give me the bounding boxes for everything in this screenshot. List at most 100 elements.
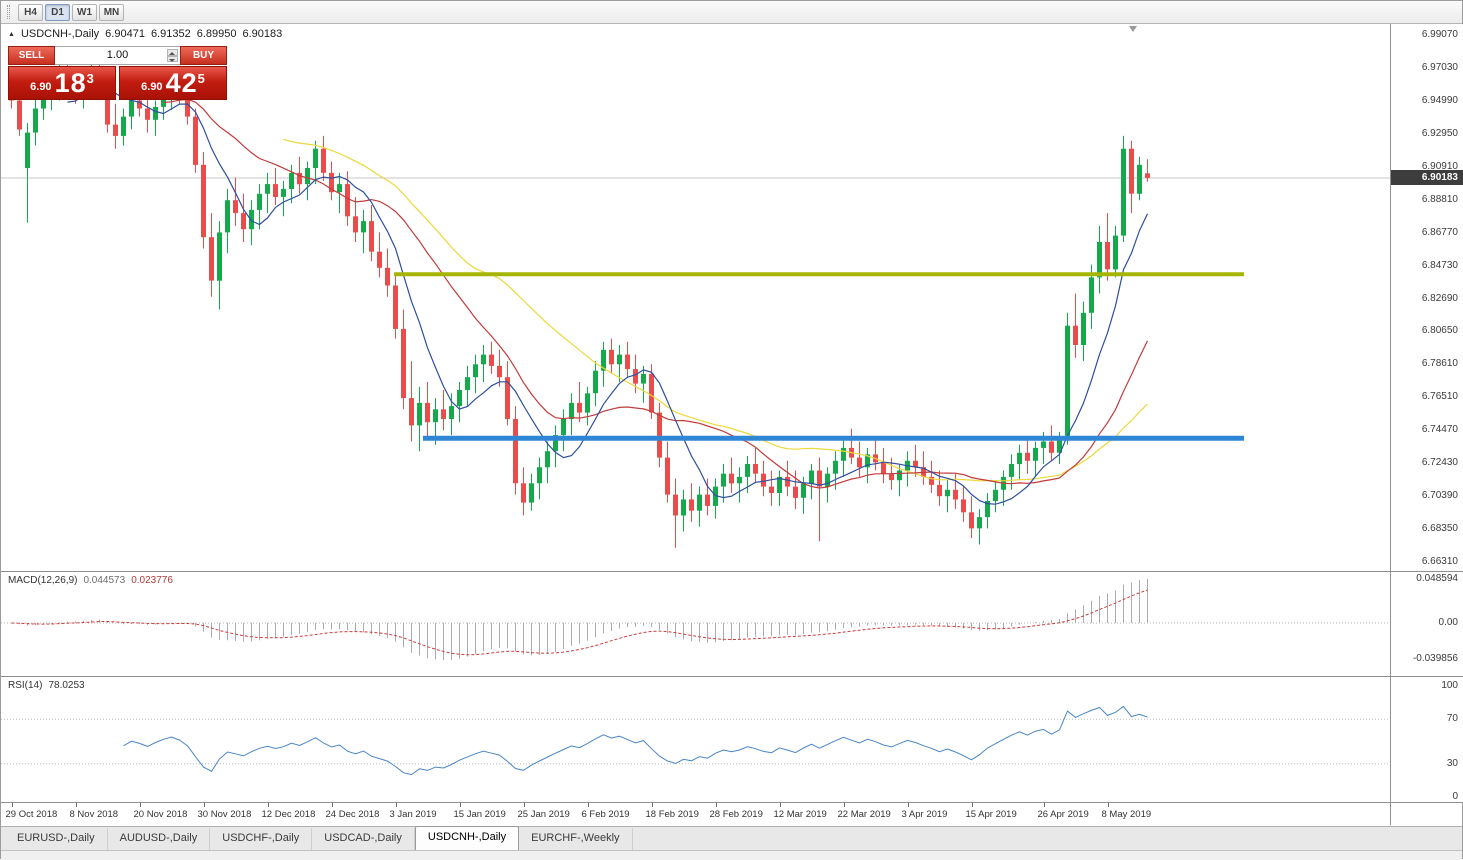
rsi-value: 78.0253: [48, 680, 85, 691]
sell-price-button[interactable]: 6.90 18 3: [8, 66, 116, 100]
sell-button[interactable]: SELL: [8, 46, 55, 65]
one-click-trading-panel: SELL 1.00 BUY 6.90 18 3 6.90 42 5: [8, 46, 227, 100]
rsi-indicator-pane[interactable]: RSI(14) 78.0253: [1, 677, 1390, 802]
rsi-axis-label: 100: [1441, 680, 1458, 691]
buy-price-big: 42: [165, 68, 198, 98]
price-axis-label: 6.72430: [1421, 457, 1458, 469]
timeframe-button-w1[interactable]: W1: [72, 3, 97, 21]
status-bar: [1, 850, 1462, 860]
date-tick: [11, 803, 13, 807]
date-axis-label: 3 Apr 2019: [901, 809, 948, 820]
date-tick: [139, 803, 141, 807]
date-tick: [267, 803, 269, 807]
date-tick: [523, 803, 525, 807]
rsi-axis-label: 70: [1446, 713, 1458, 725]
buy-price-base: 6.90: [141, 81, 163, 93]
buy-button[interactable]: BUY: [180, 46, 227, 65]
price-axis-label: 6.84730: [1421, 259, 1458, 271]
rsi-chart[interactable]: [1, 677, 1390, 802]
date-tick: [715, 803, 717, 807]
chart-tab-usdchf[interactable]: USDCHF-,Daily: [210, 828, 313, 850]
timeframe-toolbar: H4 D1 W1 MN: [1, 1, 1462, 24]
chart-marker-icon: ▲: [8, 30, 15, 38]
timeframe-button-mn[interactable]: MN: [99, 3, 124, 21]
chart-close-value: 6.90183: [242, 28, 283, 40]
date-axis-label: 20 Nov 2018: [133, 809, 188, 820]
date-tick: [75, 803, 77, 807]
rsi-axis-label: 0: [1452, 791, 1458, 802]
volume-field[interactable]: 1.00: [55, 46, 180, 65]
date-axis-label: 18 Feb 2019: [645, 809, 699, 820]
chart-tab-eurchf[interactable]: EURCHF-,Weekly: [519, 828, 633, 850]
date-axis-label: 8 May 2019: [1101, 809, 1152, 820]
pane-separator[interactable]: [1, 571, 1462, 572]
macd-chart[interactable]: [1, 572, 1390, 676]
macd-axis[interactable]: 0.048594 0.00 -0.039856: [1391, 572, 1463, 676]
price-axis-label: 6.86770: [1421, 226, 1458, 238]
date-tick: [395, 803, 397, 807]
chart-shift-marker-icon[interactable]: [1129, 26, 1137, 32]
sell-price-sup: 3: [86, 71, 94, 86]
timeframe-button-h4[interactable]: H4: [18, 3, 43, 21]
date-axis-label: 25 Jan 2019: [517, 809, 570, 820]
date-tick: [1107, 803, 1109, 807]
volume-spinner[interactable]: [167, 49, 178, 62]
rsi-axis[interactable]: 100 70 30 0: [1391, 677, 1463, 802]
rsi-pane-label: RSI(14) 78.0253: [8, 680, 85, 691]
date-axis-label: 26 Apr 2019: [1037, 809, 1089, 820]
price-axis-label: 6.66310: [1421, 556, 1458, 567]
date-axis-label: 12 Mar 2019: [773, 809, 827, 820]
rsi-label: RSI(14): [8, 680, 43, 691]
buy-price-sup: 5: [197, 71, 205, 86]
chart-title: ▲ USDCNH-,Daily 6.90471 6.91352 6.89950 …: [8, 28, 282, 40]
date-tick: [1043, 803, 1045, 807]
date-axis-label: 30 Nov 2018: [197, 809, 252, 820]
pane-separator[interactable]: [1, 676, 1462, 677]
macd-signal-value: 0.023776: [131, 575, 173, 586]
price-axis-label: 6.88810: [1421, 193, 1458, 205]
date-tick: [331, 803, 333, 807]
axis-separator: [1390, 24, 1391, 825]
chart-low-value: 6.89950: [196, 28, 237, 40]
price-axis-label: 6.92950: [1421, 127, 1458, 139]
volume-up-icon[interactable]: [167, 49, 178, 56]
price-axis-label: 6.80650: [1421, 325, 1458, 337]
date-tick: [779, 803, 781, 807]
date-tick: [651, 803, 653, 807]
chart-tab-usdcnh[interactable]: USDCNH-,Daily: [414, 826, 520, 850]
price-axis-label: 6.68350: [1421, 523, 1458, 535]
chart-tab-audusd[interactable]: AUDUSD-,Daily: [108, 828, 211, 850]
macd-axis-label: 0.00: [1438, 617, 1458, 628]
date-axis-label: 12 Dec 2018: [261, 809, 316, 820]
macd-indicator-pane[interactable]: MACD(12,26,9) 0.044573 0.023776: [1, 572, 1390, 676]
sell-price-base: 6.90: [30, 81, 52, 93]
date-axis-label: 28 Feb 2019: [709, 809, 763, 820]
chart-tab-eurusd[interactable]: EURUSD-,Daily: [5, 828, 108, 850]
chart-tab-bar: EURUSD-,Daily AUDUSD-,Daily USDCHF-,Daily U…: [1, 826, 1462, 850]
price-chart-canvas[interactable]: ▲ USDCNH-,Daily 6.90471 6.91352 6.89950 …: [1, 24, 1390, 571]
date-axis-label: 8 Nov 2018: [69, 809, 119, 820]
candlestick-chart[interactable]: [1, 24, 1390, 571]
toolbar-grip-handle[interactable]: [7, 5, 10, 19]
buy-price-button[interactable]: 6.90 42 5: [119, 66, 227, 100]
price-axis-label: 6.94990: [1421, 94, 1458, 106]
date-axis-label: 3 Jan 2019: [389, 809, 437, 820]
volume-down-icon[interactable]: [167, 55, 178, 62]
price-axis[interactable]: 6.90183 6.99070 6.97030 6.94990 6.92950 6.90…: [1391, 24, 1463, 571]
date-tick: [203, 803, 205, 807]
macd-axis-label: 0.048594: [1416, 573, 1458, 584]
chart-symbol-label: USDCNH-,Daily: [20, 28, 100, 40]
date-axis-label: 29 Oct 2018: [5, 809, 58, 820]
chart-high-value: 6.91352: [150, 28, 191, 40]
pane-separator: [1, 802, 1462, 803]
timeframe-button-d1[interactable]: D1: [45, 3, 70, 21]
date-axis[interactable]: 29 Oct 2018 8 Nov 2018 20 Nov 2018 30 Nov 2…: [1, 803, 1390, 825]
macd-main-value: 0.044573: [83, 575, 126, 586]
price-axis-label: 6.99070: [1421, 29, 1458, 40]
date-tick: [971, 803, 973, 807]
chart-tab-usdcad[interactable]: USDCAD-,Daily: [312, 828, 415, 850]
price-axis-label: 6.76510: [1421, 391, 1458, 403]
price-axis-label: 6.70390: [1421, 490, 1458, 502]
price-axis-label: 6.90910: [1421, 160, 1458, 172]
